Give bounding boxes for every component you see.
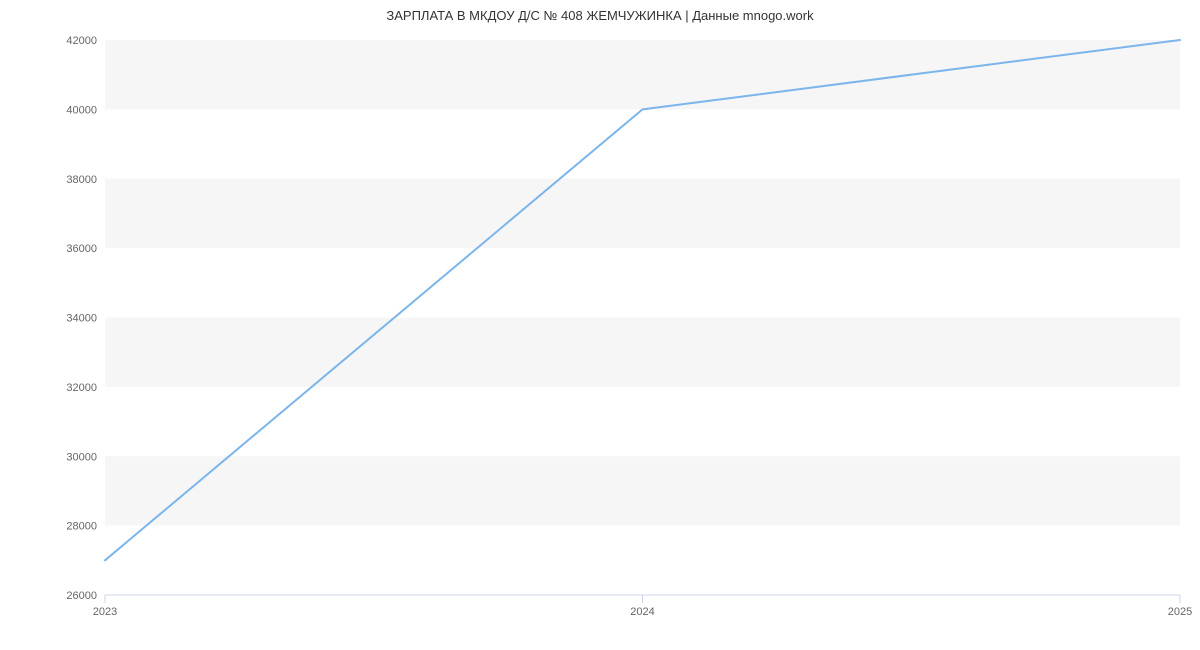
y-tick-label: 38000 — [66, 174, 97, 186]
y-tick-label: 32000 — [66, 382, 97, 394]
y-tick-label: 34000 — [66, 313, 97, 325]
y-tick-label: 26000 — [66, 590, 97, 602]
chart-title: ЗАРПЛАТА В МКДОУ Д/С № 408 ЖЕМЧУЖИНКА | … — [0, 8, 1200, 23]
y-tick-label: 42000 — [66, 35, 97, 47]
grid-band — [105, 40, 1180, 109]
chart-canvas: 26000 28000 30000 32000 34000 36000 38000 40000… — [0, 0, 1200, 650]
y-tick-label: 28000 — [66, 521, 97, 533]
grid-band — [105, 456, 1180, 525]
y-tick-label: 36000 — [66, 243, 97, 255]
y-tick-label: 30000 — [66, 451, 97, 463]
salary-chart: ЗАРПЛАТА В МКДОУ Д/С № 408 ЖЕМЧУЖИНКА | … — [0, 0, 1200, 650]
grid-band — [105, 179, 1180, 248]
x-tick-label: 2024 — [630, 606, 654, 618]
x-tick-label: 2023 — [93, 606, 117, 618]
y-tick-label: 40000 — [66, 104, 97, 116]
x-tick-label: 2025 — [1168, 606, 1192, 618]
grid-band — [105, 318, 1180, 387]
